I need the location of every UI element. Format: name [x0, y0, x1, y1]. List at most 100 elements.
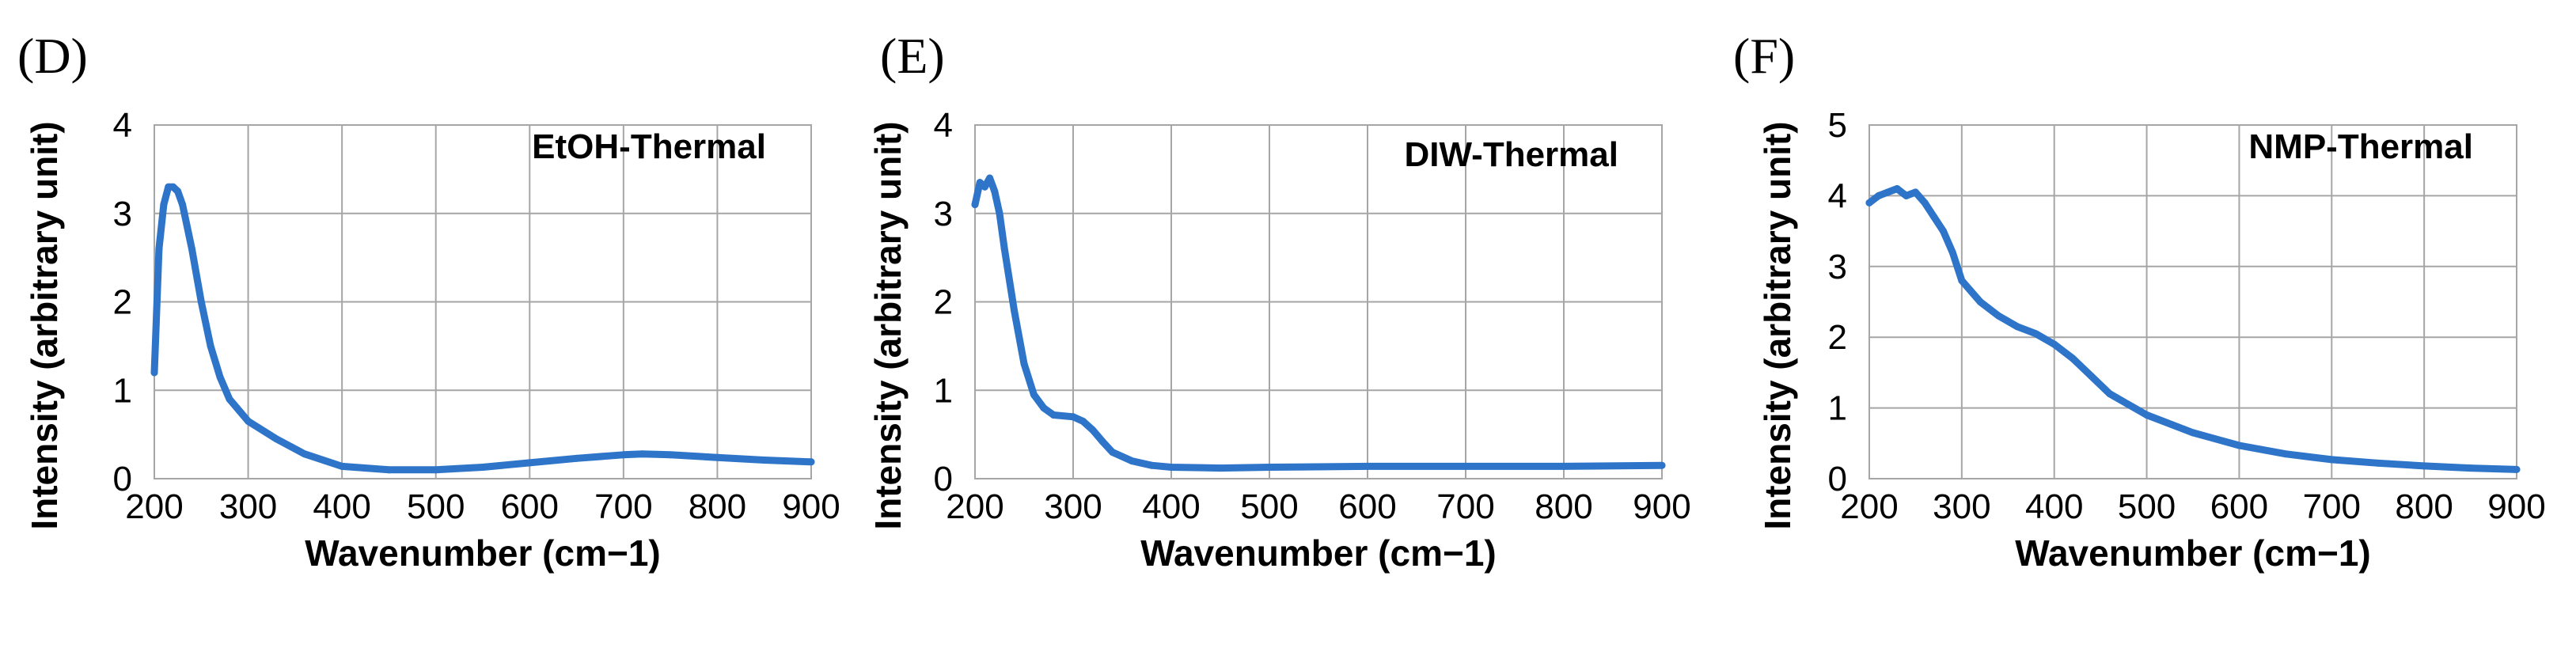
- data-point: [1000, 244, 1008, 252]
- data-point: [1148, 461, 1155, 469]
- data-point: [1976, 298, 1984, 305]
- data-point: [981, 183, 988, 191]
- panel-label: (F): [1733, 28, 1795, 84]
- x-tick-label: 400: [1142, 487, 1200, 526]
- data-point: [207, 342, 214, 350]
- data-point: [996, 210, 1003, 218]
- x-tick-label: 400: [313, 487, 370, 526]
- data-point: [1462, 462, 1470, 470]
- data-point: [1875, 191, 1883, 199]
- y-tick-label: 0: [113, 460, 132, 498]
- x-axis-title: Wavenumber (cm−1): [305, 532, 661, 574]
- data-point: [620, 451, 628, 459]
- data-point: [525, 459, 533, 467]
- y-tick-label: 3: [934, 195, 953, 233]
- x-tick-label: 400: [2025, 487, 2083, 526]
- data-point: [150, 369, 158, 377]
- data-point: [174, 188, 182, 195]
- data-point: [272, 435, 280, 443]
- data-point: [1011, 307, 1019, 315]
- x-tick-label: 200: [1840, 487, 1898, 526]
- y-tick-label: 1: [934, 371, 953, 410]
- data-point: [385, 466, 393, 474]
- data-point: [1948, 248, 1956, 256]
- data-point: [2235, 441, 2243, 449]
- data-point: [226, 395, 233, 403]
- data-point: [666, 451, 674, 459]
- data-point: [2087, 372, 2095, 380]
- data-point: [2106, 390, 2114, 398]
- x-tick-label: 800: [1535, 487, 1592, 526]
- chart-annotation: EtOH-Thermal: [532, 127, 766, 166]
- chart-panel-1: (E) 200 300 400 500 600 700 800 900 0 1 2 3 4 Wavenumb…: [867, 28, 1691, 574]
- data-point: [2032, 330, 2039, 338]
- data-point: [1109, 448, 1117, 456]
- data-point: [986, 174, 994, 182]
- y-tick-label: 0: [934, 460, 953, 498]
- data-point: [1040, 404, 1048, 412]
- y-axis-title: Intensity (arbitrary unit): [867, 121, 909, 529]
- series-line: [971, 174, 1666, 472]
- data-point: [2069, 354, 2077, 362]
- y-tick-label: 2: [1828, 318, 1847, 357]
- chart-annotation: NMP-Thermal: [2248, 127, 2473, 166]
- data-point: [1030, 391, 1038, 399]
- chart-panel-2: (F) 200 300 400 500 600 700 800 900 0 1 2 3 4 5 Wavenum…: [1733, 28, 2546, 574]
- y-axis-title: Intensity (arbitrary unit): [24, 121, 65, 529]
- x-tick-label: 900: [2487, 487, 2545, 526]
- plot-frame: [974, 124, 1663, 479]
- data-point: [807, 458, 815, 466]
- series-line: [1865, 185, 2521, 473]
- y-tick-label: 1: [1828, 389, 1847, 428]
- x-tick-label: 300: [219, 487, 277, 526]
- x-tick-label: 300: [1933, 487, 1990, 526]
- data-point: [1089, 426, 1097, 434]
- data-point: [991, 188, 999, 195]
- y-tick-label: 0: [1828, 460, 1847, 498]
- data-point: [2374, 459, 2382, 467]
- data-point: [155, 244, 163, 252]
- data-point: [1098, 438, 1106, 445]
- chart-panel-0: (D) 200 300 400 500 600 700 800 900 0 1 2 3 4 Wavenumb…: [17, 28, 840, 574]
- x-tick-label: 800: [689, 487, 746, 526]
- x-tick-label: 600: [1338, 487, 1396, 526]
- data-point: [338, 462, 346, 470]
- data-point: [432, 466, 440, 474]
- x-tick-label: 500: [1240, 487, 1298, 526]
- data-point: [1069, 413, 1077, 421]
- data-point: [639, 450, 647, 458]
- y-axis-title: Intensity (arbitrary unit): [1757, 121, 1798, 529]
- y-tick-label: 3: [113, 195, 132, 233]
- y-tick-label: 3: [1828, 248, 1847, 286]
- data-point: [1216, 464, 1224, 472]
- data-point: [1911, 188, 1919, 196]
- data-point: [1265, 463, 1273, 471]
- data-point: [713, 453, 721, 461]
- data-point: [573, 454, 581, 462]
- data-point: [2013, 323, 2021, 331]
- y-tick-label: 2: [113, 283, 132, 322]
- x-axis-title: Wavenumber (cm−1): [2015, 532, 2371, 574]
- data-point: [2513, 465, 2521, 473]
- data-point: [1884, 188, 1891, 196]
- data-point: [761, 457, 768, 464]
- data-point: [1128, 457, 1136, 465]
- data-point: [1958, 277, 1966, 285]
- data-point: [1560, 462, 1568, 470]
- data-point: [301, 450, 309, 458]
- data-point: [160, 201, 168, 209]
- y-tick-label: 5: [1828, 106, 1847, 145]
- y-tick-label: 4: [934, 106, 953, 145]
- data-point: [1921, 199, 1929, 207]
- x-tick-label: 600: [2210, 487, 2268, 526]
- data-point: [245, 417, 252, 425]
- data-point: [2124, 400, 2132, 408]
- data-point: [2189, 429, 2197, 437]
- data-point: [197, 298, 205, 305]
- data-point: [2282, 450, 2290, 458]
- x-tick-label: 900: [782, 487, 840, 526]
- data-point: [1893, 184, 1901, 192]
- x-tick-label: 600: [501, 487, 559, 526]
- data-point: [179, 201, 187, 209]
